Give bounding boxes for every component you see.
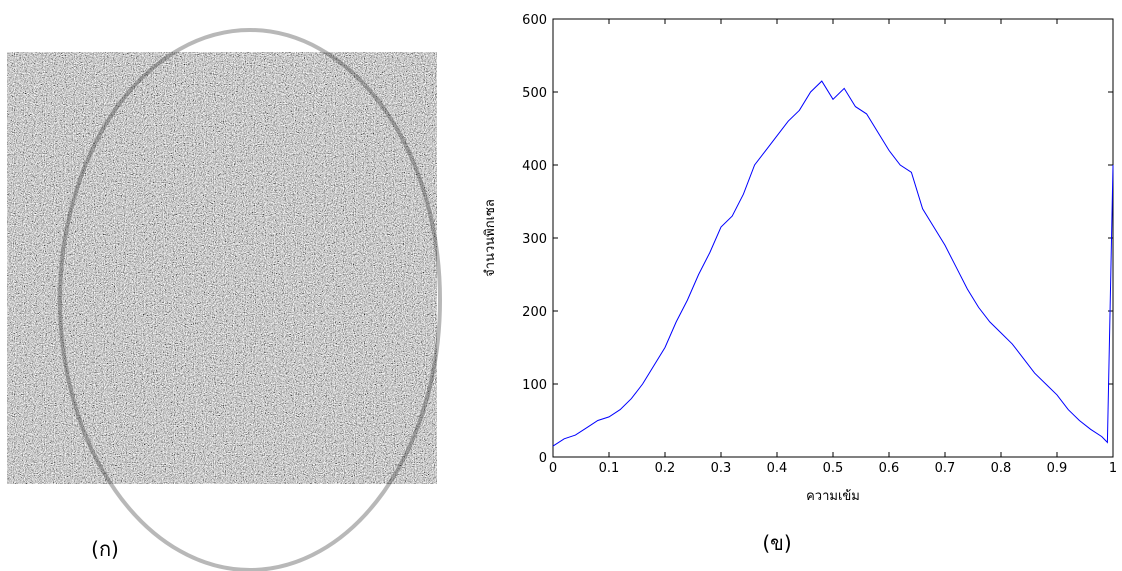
- noisy-image: [7, 52, 437, 484]
- x-tick-label: 0.8: [991, 461, 1012, 476]
- y-tick-label: 300: [522, 232, 547, 247]
- y-tick-label: 400: [522, 159, 547, 174]
- caption: (ก): [91, 537, 119, 561]
- y-tick-label: 200: [522, 305, 547, 320]
- image-shape: [58, 28, 442, 571]
- x-tick-label: 1: [1109, 461, 1117, 476]
- x-tick-label: 0.3: [711, 461, 732, 476]
- y-tick-label: 100: [522, 378, 547, 393]
- x-tick-label: 0.5: [823, 461, 844, 476]
- x-axis-label: ความเข้ม: [806, 489, 860, 504]
- x-tick-label: 0: [549, 461, 557, 476]
- x-tick-label: 0.2: [655, 461, 676, 476]
- x-tick-label: 0.4: [767, 461, 788, 476]
- y-tick-label: 500: [522, 86, 547, 101]
- x-tick-label: 0.9: [1047, 461, 1068, 476]
- y-tick-label: 0: [539, 451, 547, 466]
- x-tick-label: 0.7: [935, 461, 956, 476]
- x-tick-label: 0.6: [879, 461, 900, 476]
- y-axis-label: จำนวนพิกเซล: [483, 199, 498, 277]
- caption: (ข): [762, 531, 791, 555]
- x-tick-label: 0.1: [599, 461, 620, 476]
- data-line: [552, 80, 1114, 447]
- y-tick-label: 600: [522, 13, 547, 28]
